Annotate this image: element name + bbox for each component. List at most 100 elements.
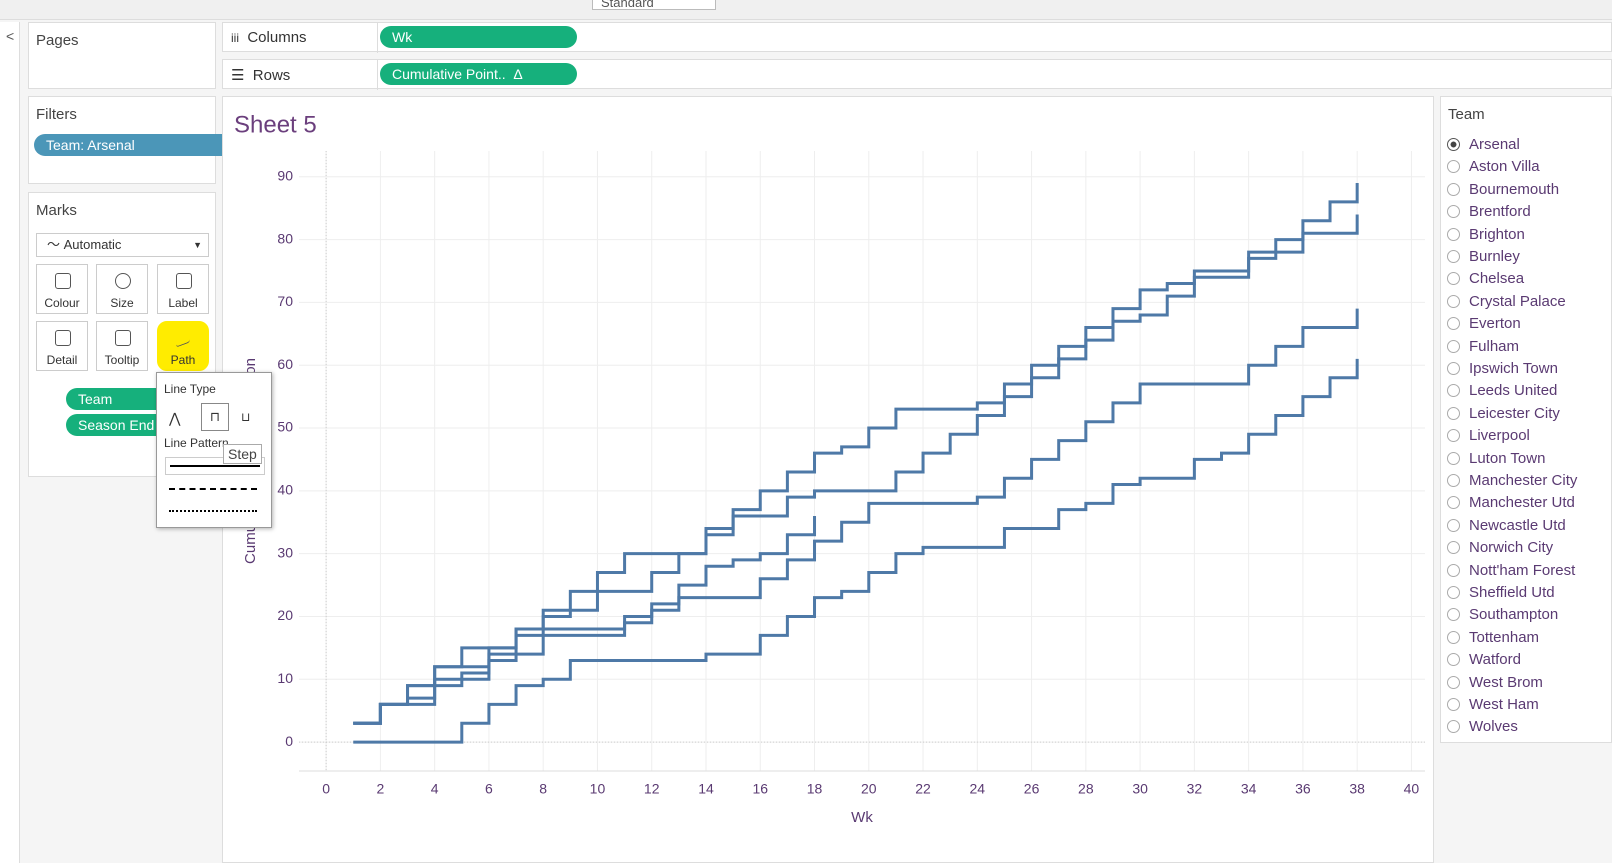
mark-type-dropdown[interactable]: 〜 Automatic ▼ <box>36 233 209 257</box>
line-type-linear[interactable]: ⋀ <box>169 410 181 426</box>
x-tick-label: 4 <box>431 781 439 797</box>
legend-label: Wolves <box>1469 718 1518 736</box>
button-label: Size <box>110 296 134 310</box>
button-label: Tooltip <box>104 353 140 367</box>
legend-item[interactable]: Sheffield Utd <box>1447 584 1555 601</box>
legend-item[interactable]: Manchester Utd <box>1447 494 1575 511</box>
radio[interactable] <box>1447 630 1460 644</box>
size-button[interactable]: Size <box>96 264 148 314</box>
radio[interactable] <box>1447 138 1460 151</box>
radio[interactable] <box>1447 653 1460 667</box>
collapse-button[interactable]: < <box>6 28 15 44</box>
rows-pill[interactable]: Cumulative Point.. Δ <box>380 63 577 85</box>
legend-item[interactable]: Norwich City <box>1447 539 1553 556</box>
radio[interactable] <box>1447 205 1460 219</box>
radio[interactable] <box>1447 675 1460 689</box>
legend-label: Arsenal <box>1469 136 1520 153</box>
legend-item[interactable]: Brentford <box>1447 203 1531 220</box>
fit-dropdown[interactable]: Standard <box>592 0 716 10</box>
radio[interactable] <box>1447 294 1460 308</box>
radio[interactable] <box>1447 272 1460 286</box>
legend-item[interactable]: Ipswich Town <box>1447 360 1558 377</box>
legend-item[interactable]: Leicester City <box>1447 405 1560 422</box>
radio[interactable] <box>1447 406 1460 420</box>
y-tick-label: 70 <box>277 293 293 309</box>
radio[interactable] <box>1447 451 1460 465</box>
toolbar: Standard <box>0 0 1612 20</box>
radio[interactable] <box>1447 563 1460 577</box>
legend-item[interactable]: Wolves <box>1447 718 1518 735</box>
radio[interactable] <box>1447 182 1460 196</box>
legend-item[interactable]: Bournemouth <box>1447 181 1559 198</box>
legend-item[interactable]: Nott'ham Forest <box>1447 562 1575 579</box>
radio[interactable] <box>1447 541 1460 555</box>
detail-button[interactable]: Detail <box>36 321 88 371</box>
pattern-solid[interactable] <box>165 457 265 475</box>
line-type-jump[interactable]: ⊔ <box>241 410 251 424</box>
legend-item[interactable]: Crystal Palace <box>1447 293 1566 310</box>
label-button[interactable]: Label <box>157 264 209 314</box>
radio[interactable] <box>1447 384 1460 398</box>
radio[interactable] <box>1447 474 1460 487</box>
side-strip: < <box>0 22 20 863</box>
path-button[interactable]: Path <box>157 321 209 371</box>
tooltip-button[interactable]: Tooltip <box>96 321 148 371</box>
radio[interactable] <box>1447 227 1460 241</box>
divider <box>377 60 378 90</box>
step-line <box>353 515 817 725</box>
legend-label: Watford <box>1469 651 1521 669</box>
popup-heading: Line Type <box>164 382 216 396</box>
radio[interactable] <box>1447 720 1460 734</box>
legend-item[interactable]: Luton Town <box>1447 450 1545 467</box>
legend-item[interactable]: Southampton <box>1447 606 1558 623</box>
line-type-step[interactable]: ⊓ <box>201 403 229 431</box>
radio[interactable] <box>1447 339 1460 353</box>
legend-item[interactable]: Everton <box>1447 315 1521 332</box>
legend-item[interactable]: Burnley <box>1447 248 1520 265</box>
pill-icon: Δ <box>513 66 523 82</box>
radio[interactable] <box>1447 608 1460 622</box>
colour-button[interactable]: Colour <box>36 264 88 314</box>
legend-item[interactable]: Chelsea <box>1447 270 1524 287</box>
legend-item[interactable]: Newcastle Utd <box>1447 517 1566 534</box>
legend-label: Manchester City <box>1469 472 1578 489</box>
radio[interactable] <box>1447 496 1460 510</box>
step-line <box>353 308 1359 725</box>
legend-item[interactable]: Fulham <box>1447 338 1519 355</box>
columns-pill[interactable]: Wk <box>380 26 577 48</box>
tooltip: Step <box>223 444 262 464</box>
legend-label: Manchester Utd <box>1469 494 1575 512</box>
x-tick-label: 24 <box>970 781 986 797</box>
legend-item[interactable]: West Ham <box>1447 696 1539 713</box>
radio[interactable] <box>1447 429 1460 443</box>
legend-item[interactable]: Aston Villa <box>1447 158 1540 175</box>
legend-label: West Ham <box>1469 696 1539 713</box>
pattern-dotted[interactable] <box>169 510 257 512</box>
legend-item[interactable]: Watford <box>1447 651 1521 668</box>
radio[interactable] <box>1447 160 1460 174</box>
filter-pill[interactable]: Team: Arsenal <box>34 134 235 156</box>
x-tick-label: 16 <box>752 781 768 797</box>
step-line <box>353 358 1359 744</box>
legend-label: Chelsea <box>1469 270 1525 288</box>
radio[interactable] <box>1447 518 1460 532</box>
radio[interactable] <box>1447 250 1460 263</box>
radio[interactable] <box>1447 317 1460 331</box>
x-tick-label: 10 <box>590 781 606 797</box>
legend-label: Norwich City <box>1469 539 1554 557</box>
legend-item[interactable]: Manchester City <box>1447 472 1577 489</box>
legend-item[interactable]: Liverpool <box>1447 427 1530 444</box>
x-tick-label: 12 <box>644 781 660 797</box>
pattern-dashed[interactable] <box>169 488 257 490</box>
button-label: Label <box>168 296 198 310</box>
legend-item[interactable]: Arsenal <box>1447 136 1520 153</box>
legend-item[interactable]: Brighton <box>1447 226 1525 243</box>
columns-shelf: iii Columns Wk <box>222 22 1612 53</box>
x-tick-label: 32 <box>1187 781 1203 797</box>
legend-item[interactable]: West Brom <box>1447 674 1543 691</box>
legend-item[interactable]: Leeds United <box>1447 382 1557 399</box>
legend-item[interactable]: Tottenham <box>1447 629 1539 646</box>
radio[interactable] <box>1447 362 1460 375</box>
radio[interactable] <box>1447 586 1460 599</box>
radio[interactable] <box>1447 698 1460 711</box>
